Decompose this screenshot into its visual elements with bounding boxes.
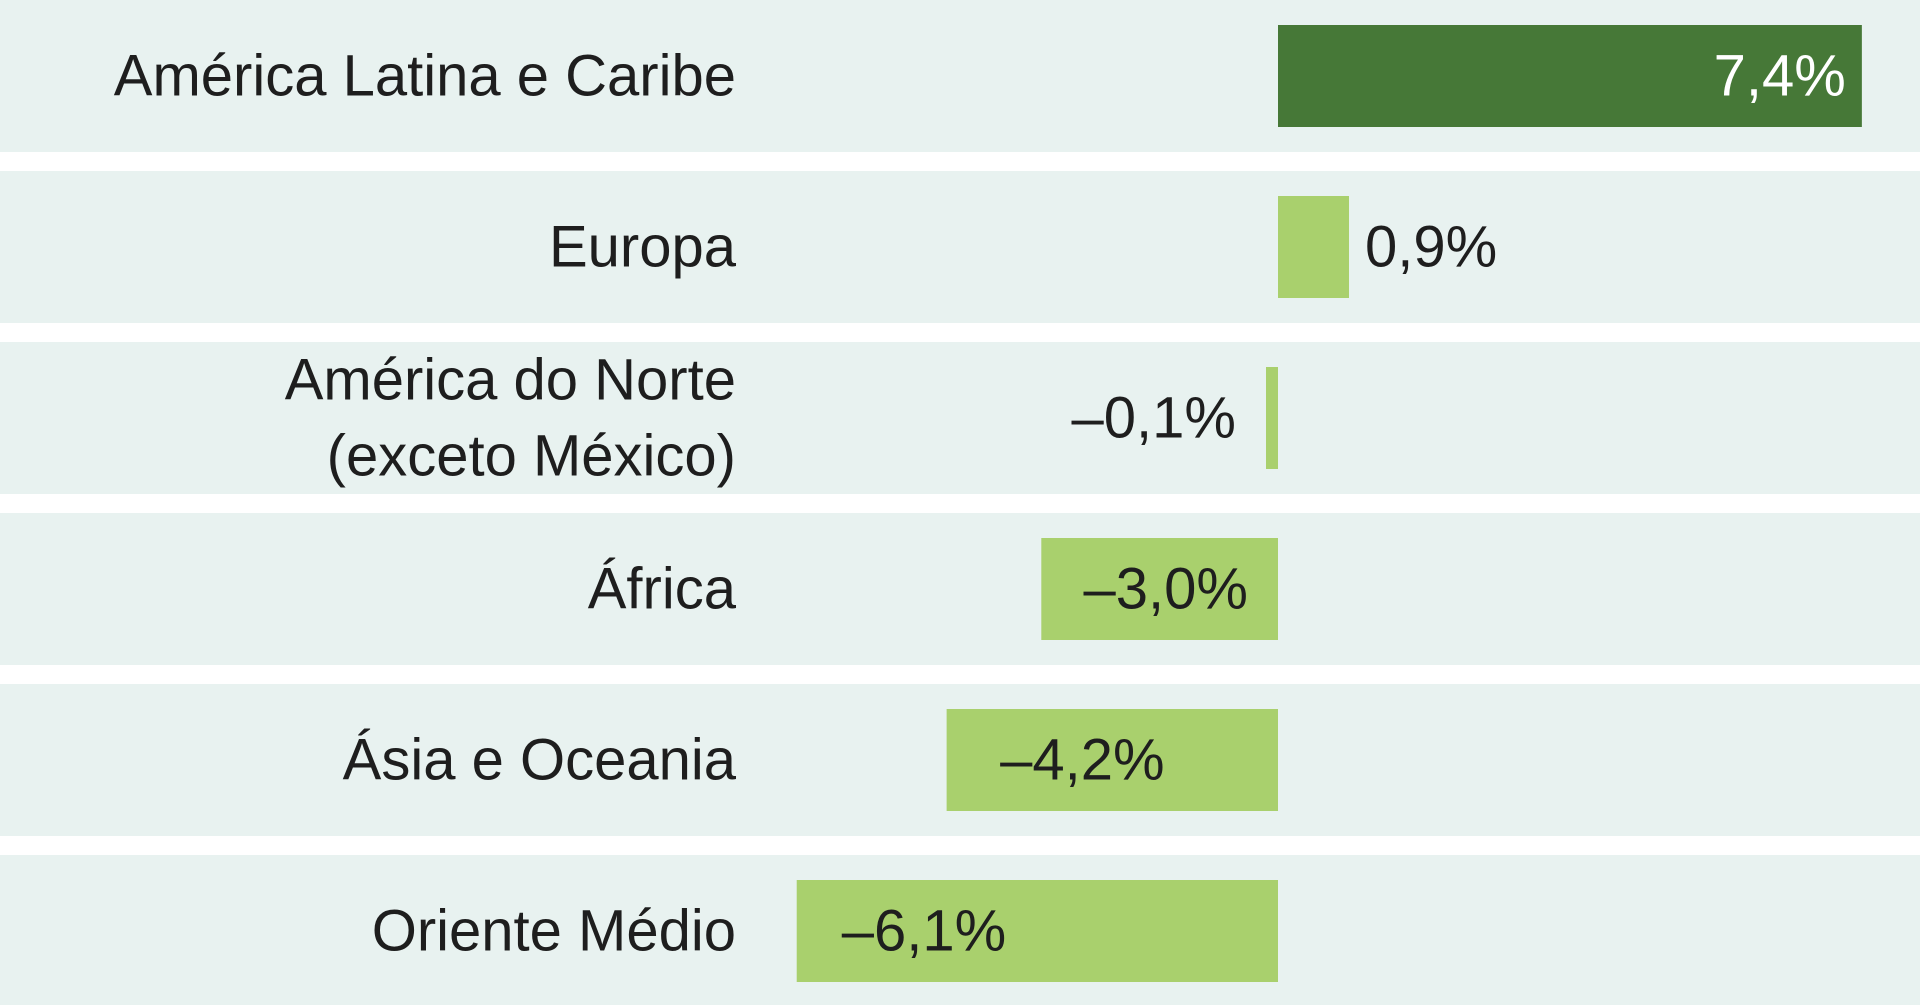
category-labels: América Latina e Caribe Europa América do … — [114, 44, 737, 964]
value-label: –0,1% — [1072, 386, 1236, 451]
bar — [1278, 196, 1350, 298]
category-label: América do Norte (exceto México) — [285, 348, 736, 489]
value-label: 7,4% — [1714, 44, 1846, 109]
value-label: –3,0% — [1084, 557, 1248, 622]
category-label: África — [588, 557, 737, 622]
category-label: Europa — [549, 215, 737, 280]
bar — [1041, 538, 1278, 640]
row-band — [0, 171, 1920, 323]
category-label: Oriente Médio — [372, 899, 736, 964]
category-label: Ásia e Oceania — [343, 728, 737, 793]
bar — [946, 709, 1278, 811]
row-band — [0, 342, 1920, 494]
value-label: –4,2% — [1000, 728, 1164, 793]
bar — [1266, 367, 1278, 469]
bar — [796, 880, 1278, 982]
row-band — [0, 513, 1920, 665]
category-label: América Latina e Caribe — [114, 44, 736, 109]
value-labels: 7,4% 0,9% –0,1% –3,0% –4,2% –6,1% — [842, 44, 1846, 964]
value-label: 0,9% — [1365, 215, 1497, 280]
bar — [1278, 25, 1862, 127]
value-label: –6,1% — [842, 899, 1006, 964]
bars — [796, 25, 1862, 982]
